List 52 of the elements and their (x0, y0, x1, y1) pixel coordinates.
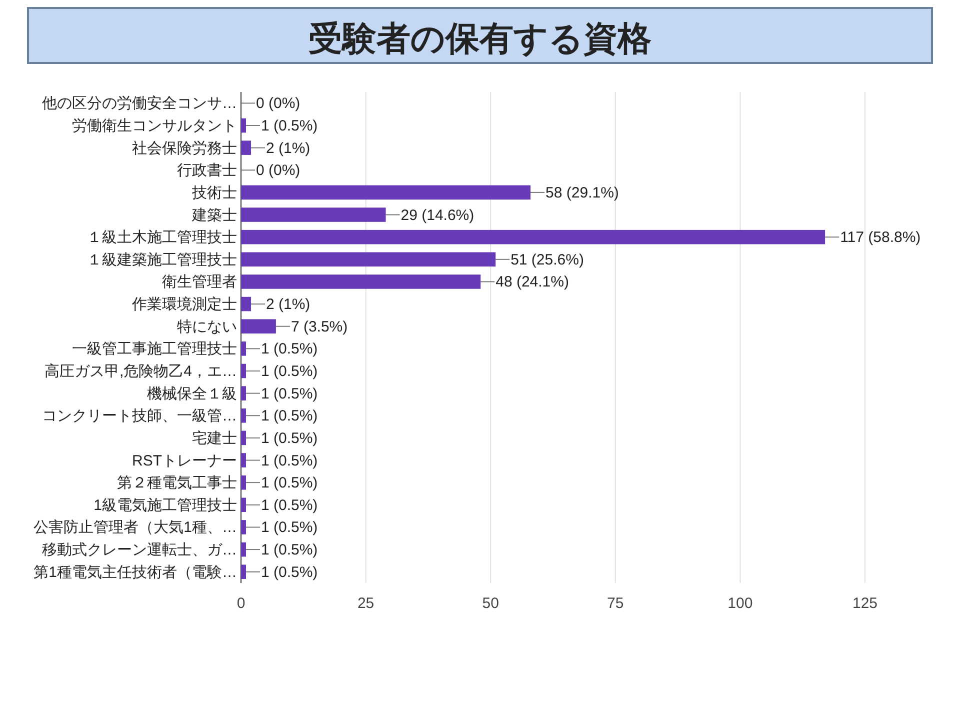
y-tick-label: 第1種電気主任技術者（電験… (34, 564, 237, 581)
y-tick-label: １級土木施工管理技士 (87, 229, 237, 246)
data-label: 1 (0.5%) (260, 430, 318, 447)
x-tick-label: 25 (357, 595, 374, 612)
y-tick-label: １級建築施工管理技士 (87, 251, 237, 268)
data-label: 1 (0.5%) (260, 340, 318, 358)
y-tick-label: 技術士 (191, 184, 237, 202)
data-label: 0 (0%) (256, 95, 300, 112)
x-tick-label: 75 (607, 595, 624, 612)
y-tick-label: 労働衛生コンサルタント (72, 117, 237, 134)
data-label: 0 (0%) (256, 162, 300, 180)
data-label: 1 (0.5%) (260, 542, 318, 559)
data-label: 1 (0.5%) (260, 385, 318, 402)
data-label: 1 (0.5%) (260, 496, 318, 514)
data-label: 1 (0.5%) (260, 408, 318, 425)
data-label: 2 (1%) (266, 296, 310, 314)
y-tick-label: 他の区分の労働安全コンサ… (42, 95, 237, 112)
y-tick-label: 作業環境測定士 (131, 296, 237, 314)
data-label: 1 (0.5%) (260, 474, 318, 492)
data-label: 1 (0.5%) (260, 117, 318, 134)
y-tick-label: RSTトレーナー (132, 452, 237, 470)
y-tick-label: 機械保全１級 (147, 385, 237, 402)
y-tick-label: 一級管工事施工管理技士 (72, 340, 237, 358)
data-label: 58 (29.1%) (546, 184, 619, 202)
y-tick-label: 衛生管理者 (162, 274, 237, 291)
data-label: 29 (14.6%) (400, 206, 474, 224)
data-label: 48 (24.1%) (496, 274, 569, 291)
x-tick-label: 100 (728, 595, 753, 612)
x-tick-label: 50 (482, 595, 499, 612)
x-tick-label: 0 (236, 595, 246, 612)
y-tick-label: 移動式クレーン運転士、ガ… (42, 542, 237, 559)
y-tick-label: コンクリート技師、一級管… (42, 408, 237, 425)
data-label: 51 (25.6%) (510, 251, 584, 268)
y-tick-label: 公害防止管理者（大気1種、… (34, 519, 237, 536)
y-tick-label: 建築士 (191, 206, 237, 224)
data-label: 1 (0.5%) (260, 452, 318, 470)
y-tick-label: 1級電気施工管理技士 (94, 496, 237, 514)
y-tick-label: 高圧ガス甲,危険物乙4，エ… (44, 362, 237, 380)
y-tick-label: 行政書士 (177, 162, 237, 180)
data-label: 117 (58.8%) (840, 229, 921, 246)
data-label: 1 (0.5%) (260, 564, 318, 581)
data-label: 2 (1%) (266, 140, 310, 157)
data-label: 1 (0.5%) (260, 519, 318, 536)
y-tick-label: 社会保険労務士 (132, 140, 237, 157)
y-tick-label: 第２種電気工事士 (117, 474, 237, 492)
data-label: 7 (3.5%) (290, 318, 348, 336)
title: 受験者の保有する資格 (27, 7, 933, 64)
chart-title: 受験者の保有する資格 (308, 20, 652, 58)
x-tick-label: 125 (852, 595, 878, 612)
y-tick-label: 宅建士 (192, 430, 237, 447)
data-label: 1 (0.5%) (260, 362, 318, 380)
y-tick-label: 特にない (177, 318, 237, 336)
